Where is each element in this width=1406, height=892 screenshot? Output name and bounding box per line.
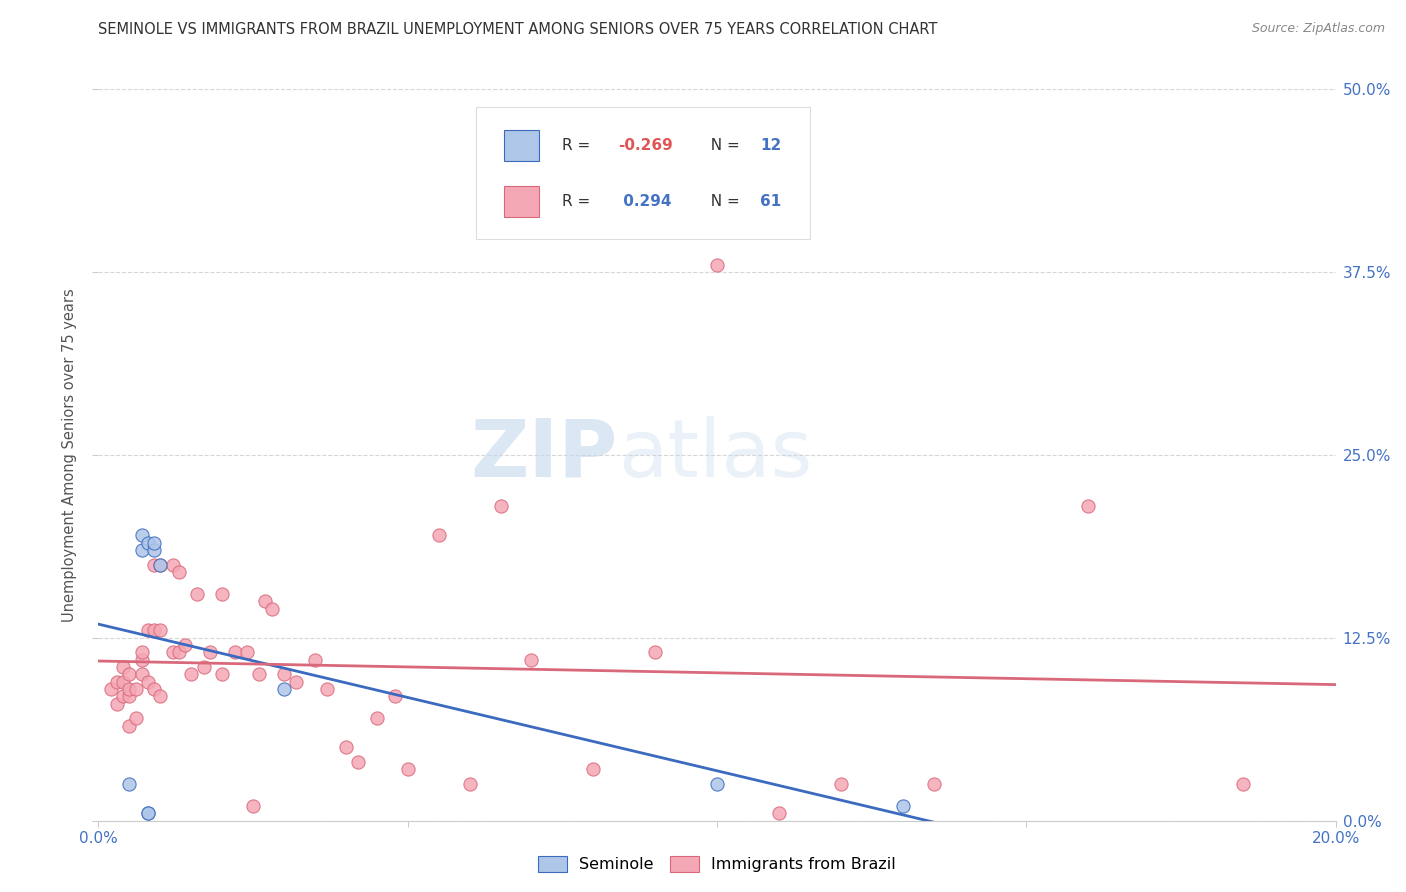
Point xyxy=(260,601,283,615)
Point xyxy=(143,535,166,549)
Point xyxy=(520,653,543,667)
Text: 12: 12 xyxy=(761,138,782,153)
Point xyxy=(149,624,172,638)
Point xyxy=(174,638,197,652)
FancyBboxPatch shape xyxy=(505,186,538,217)
Point xyxy=(1232,777,1254,791)
Point xyxy=(143,681,166,696)
Point xyxy=(706,777,728,791)
Text: N =: N = xyxy=(702,138,745,153)
Point xyxy=(131,667,153,681)
Point xyxy=(891,799,914,814)
Point xyxy=(136,674,159,689)
Point xyxy=(211,587,233,601)
Point xyxy=(285,674,308,689)
Text: R =: R = xyxy=(562,138,596,153)
Text: R =: R = xyxy=(562,194,600,210)
Point xyxy=(644,645,666,659)
Point xyxy=(706,258,728,272)
Point xyxy=(124,711,146,725)
Point xyxy=(335,740,357,755)
Point xyxy=(136,535,159,549)
Point xyxy=(273,667,295,681)
Point xyxy=(167,565,190,579)
Point xyxy=(384,690,406,704)
Text: atlas: atlas xyxy=(619,416,813,494)
Point xyxy=(149,558,172,572)
Point xyxy=(105,697,128,711)
Point xyxy=(131,645,153,659)
Point xyxy=(131,543,153,558)
Point xyxy=(118,690,141,704)
Point xyxy=(198,645,221,659)
Point xyxy=(143,558,166,572)
Text: -0.269: -0.269 xyxy=(619,138,673,153)
Point xyxy=(118,777,141,791)
Point xyxy=(830,777,852,791)
Point xyxy=(180,667,202,681)
Legend: Seminole, Immigrants from Brazil: Seminole, Immigrants from Brazil xyxy=(531,849,903,879)
Point xyxy=(247,667,270,681)
Point xyxy=(186,587,208,601)
Text: N =: N = xyxy=(702,194,745,210)
Point xyxy=(211,667,233,681)
Point xyxy=(193,660,215,674)
Point xyxy=(922,777,945,791)
Point xyxy=(112,674,135,689)
Text: 61: 61 xyxy=(761,194,782,210)
Point xyxy=(112,660,135,674)
Point xyxy=(224,645,246,659)
Y-axis label: Unemployment Among Seniors over 75 years: Unemployment Among Seniors over 75 years xyxy=(62,288,77,622)
Point xyxy=(316,681,339,696)
Point xyxy=(768,806,790,821)
Text: SEMINOLE VS IMMIGRANTS FROM BRAZIL UNEMPLOYMENT AMONG SENIORS OVER 75 YEARS CORR: SEMINOLE VS IMMIGRANTS FROM BRAZIL UNEMP… xyxy=(98,22,938,37)
Point xyxy=(143,624,166,638)
Point xyxy=(427,528,450,542)
Point xyxy=(149,558,172,572)
Point xyxy=(347,755,370,769)
Point xyxy=(100,681,122,696)
Point xyxy=(143,543,166,558)
Point xyxy=(118,718,141,732)
Point xyxy=(105,674,128,689)
Point xyxy=(242,799,264,814)
Point xyxy=(582,763,605,777)
FancyBboxPatch shape xyxy=(505,130,538,161)
Text: 0.294: 0.294 xyxy=(619,194,672,210)
Point xyxy=(236,645,259,659)
Point xyxy=(136,806,159,821)
Point xyxy=(118,667,141,681)
Point xyxy=(149,690,172,704)
Point xyxy=(366,711,388,725)
Point xyxy=(489,499,512,513)
Point xyxy=(124,681,146,696)
Point xyxy=(273,681,295,696)
Point xyxy=(162,645,184,659)
Point xyxy=(254,594,277,608)
FancyBboxPatch shape xyxy=(475,108,810,239)
Point xyxy=(136,806,159,821)
Point xyxy=(131,653,153,667)
Text: ZIP: ZIP xyxy=(471,416,619,494)
Point xyxy=(1077,499,1099,513)
Text: Source: ZipAtlas.com: Source: ZipAtlas.com xyxy=(1251,22,1385,36)
Point xyxy=(167,645,190,659)
Point xyxy=(304,653,326,667)
Point xyxy=(458,777,481,791)
Point xyxy=(131,528,153,542)
Point xyxy=(396,763,419,777)
Point xyxy=(136,624,159,638)
Point xyxy=(118,681,141,696)
Point xyxy=(162,558,184,572)
Point xyxy=(112,690,135,704)
